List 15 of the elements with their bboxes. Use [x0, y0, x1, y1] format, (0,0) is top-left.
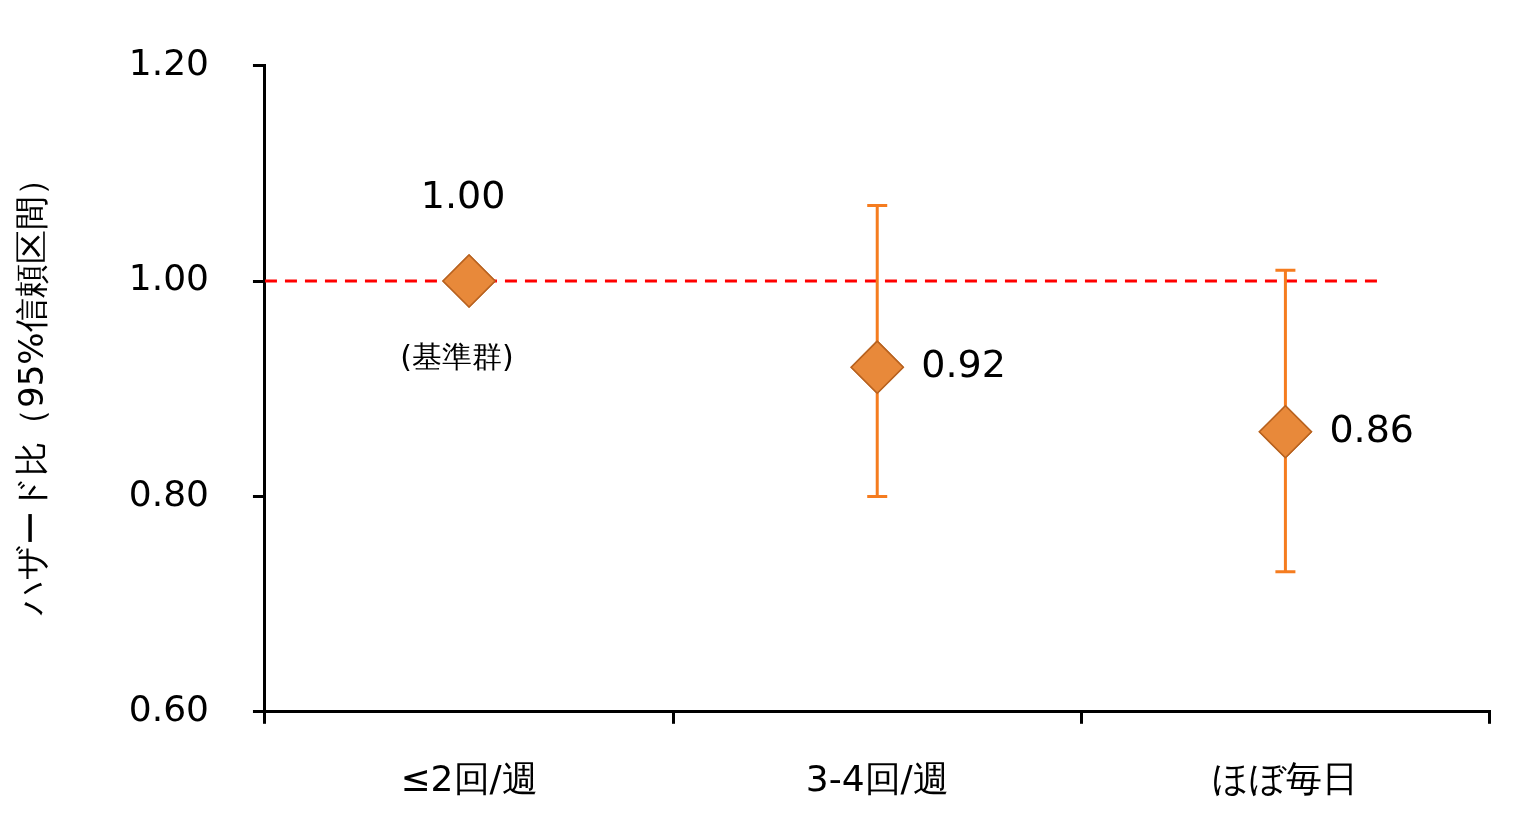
y-tick-label: 1.00 [128, 257, 209, 299]
data-label: 1.00 [420, 172, 506, 217]
x-tick-label: 3-4回/週 [805, 757, 949, 799]
data-label: 0.92 [921, 342, 1006, 387]
y-tick-label: 0.80 [128, 472, 209, 514]
y-tick-label: 1.20 [128, 41, 209, 83]
annotation: (基準群) [400, 338, 514, 374]
data-label: 0.86 [1329, 406, 1415, 451]
y-tick-label: 0.60 [128, 688, 209, 730]
x-tick-label: ほぼ毎日 [1212, 757, 1359, 799]
point [442, 254, 496, 308]
x-tick-label: ≤2回/週 [400, 757, 538, 799]
point [1258, 405, 1313, 459]
y-axis-title: ハザード比（95%信頼区間） [11, 162, 52, 616]
point [850, 340, 904, 394]
